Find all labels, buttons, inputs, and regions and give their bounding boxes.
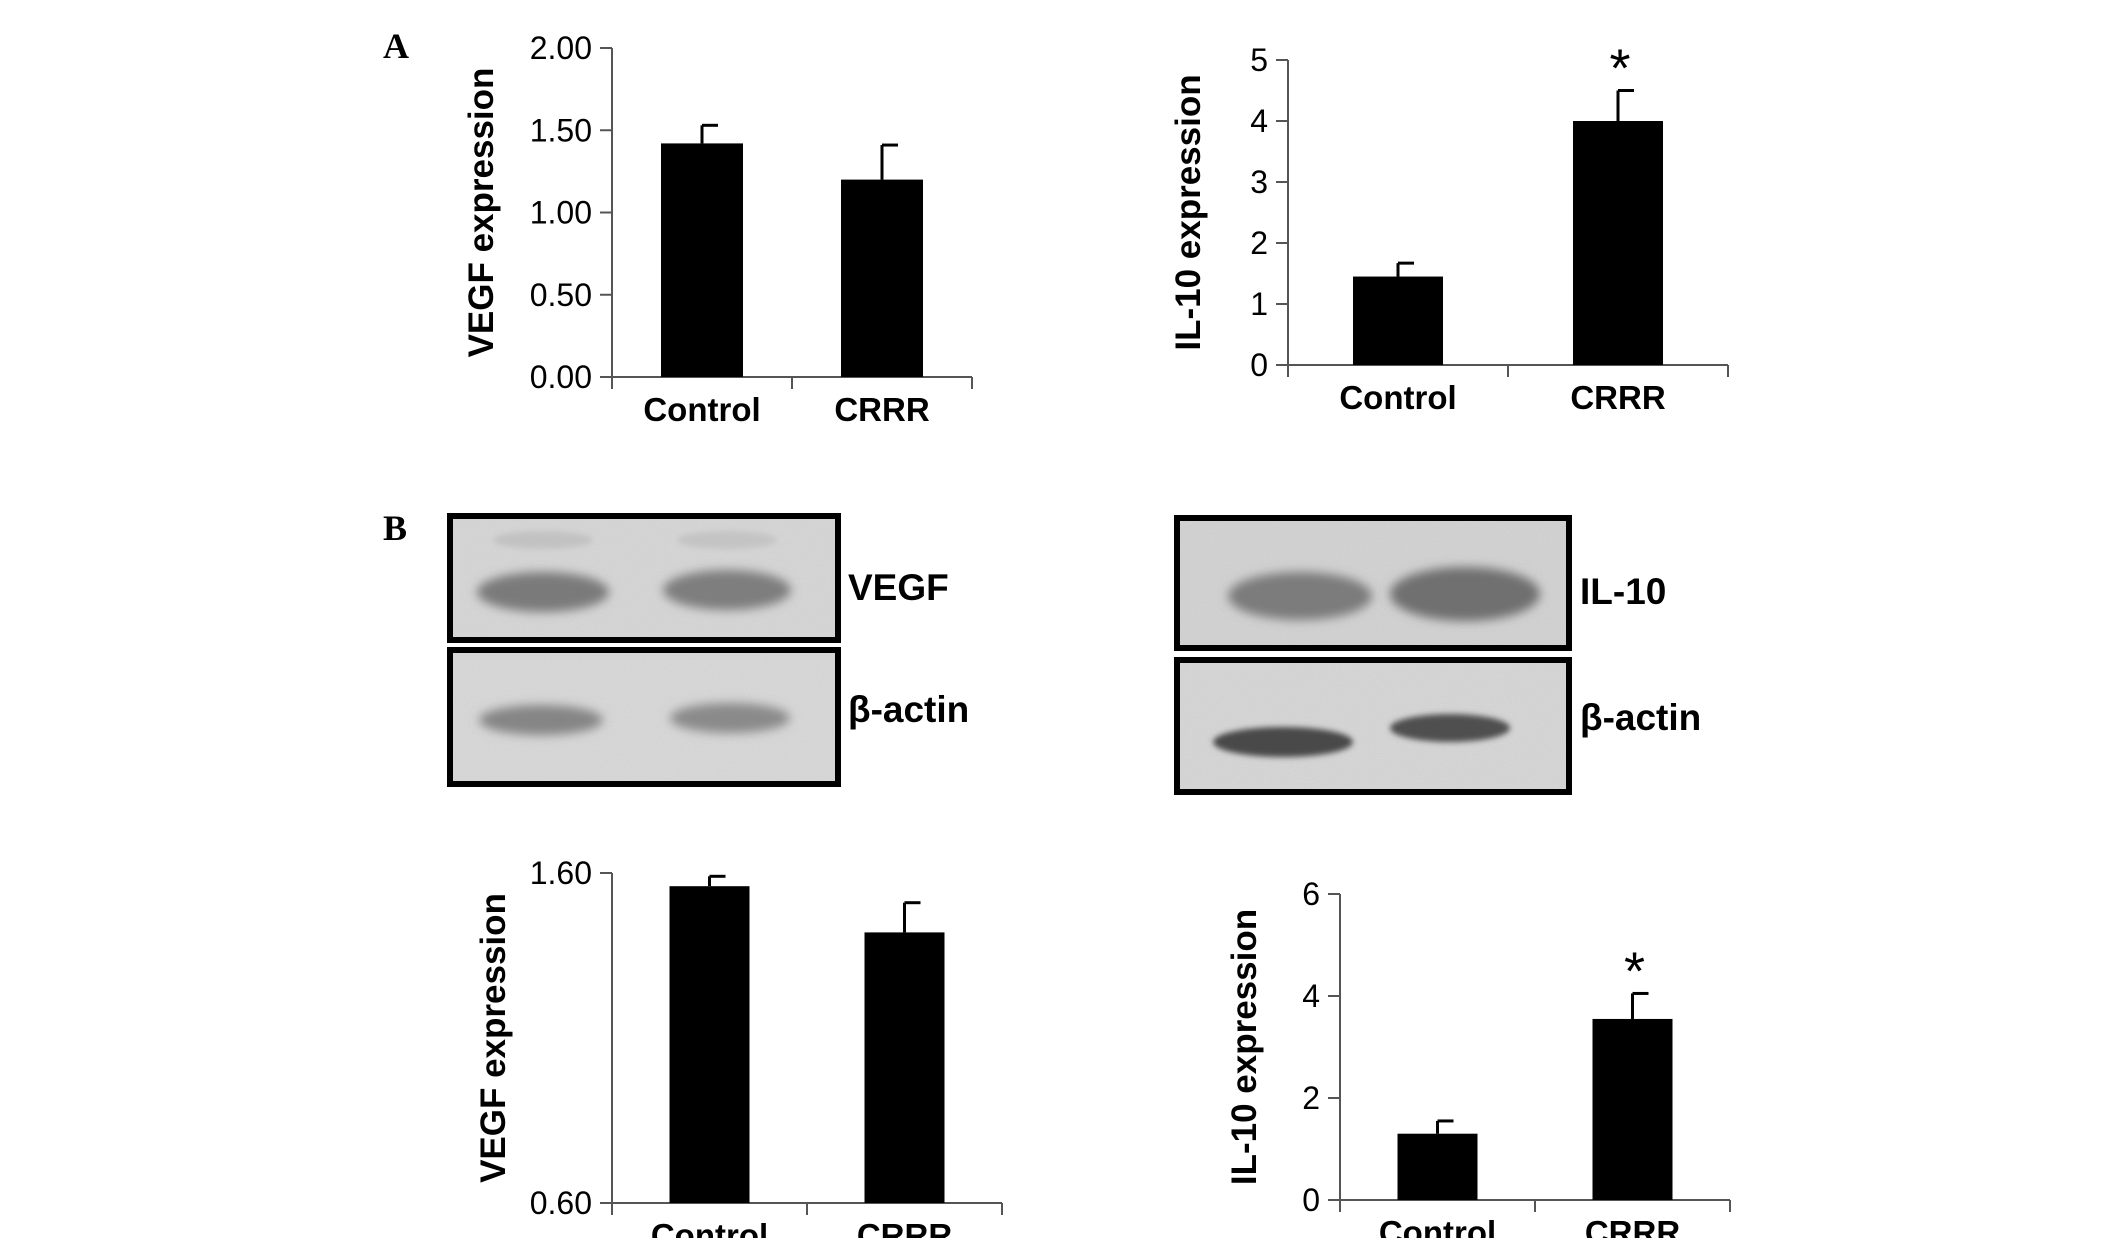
panel-letter-a: A: [383, 26, 409, 66]
y-tick-label: 6: [1302, 876, 1320, 912]
y-axis-label: VEGF expression: [474, 893, 513, 1183]
blot-vegf-target-label: VEGF: [848, 567, 949, 608]
chart-b-il10: 0 2 4 6 Control CRRR * IL-10 expression: [1225, 876, 1731, 1238]
blot-vegf-control-band-crrr: [670, 703, 790, 733]
blot-il10: IL-10 β-actin: [1174, 515, 1701, 795]
bar-control: [1353, 276, 1443, 365]
blot-vegf-target-band-control: [477, 572, 609, 612]
bar-crrr: [864, 932, 945, 1203]
x-category-label: Control: [643, 391, 760, 428]
y-tick-label: 5: [1250, 42, 1268, 78]
y-tick-label: 3: [1250, 164, 1268, 200]
y-tick-label: 2: [1250, 225, 1268, 261]
y-tick-label: 0.00: [530, 359, 592, 395]
panel-letter-b: B: [383, 508, 407, 548]
blot-il10-control-band-control: [1213, 727, 1353, 757]
x-category-label: Control: [1379, 1214, 1496, 1238]
y-axis-label: VEGF expression: [462, 68, 501, 358]
blot-vegf-control-band-control: [479, 705, 603, 735]
x-category-label: CRRR: [1585, 1214, 1680, 1238]
x-category-label: Control: [1339, 379, 1456, 416]
blot-vegf-target-ghost-control: [493, 531, 593, 549]
y-tick-label: 0: [1302, 1182, 1320, 1218]
y-tick-label: 0.50: [530, 277, 592, 313]
bar-crrr: [1592, 1018, 1673, 1200]
blot-vegf-control-label: β-actin: [848, 689, 969, 730]
blot-vegf-target-band-crrr: [663, 570, 791, 610]
y-tick-label: 0: [1250, 347, 1268, 383]
x-category-label: CRRR: [857, 1217, 952, 1238]
bar-crrr: [841, 179, 923, 377]
chart-a-il10: 0 1 2 3 4 5 Control CRRR * IL-10 expression: [1169, 39, 1729, 416]
y-axis-label: IL-10 expression: [1225, 909, 1264, 1185]
y-tick-label: 4: [1250, 103, 1268, 139]
x-category-label: CRRR: [834, 391, 929, 428]
bar-control: [1397, 1133, 1478, 1200]
significance-marker: *: [1624, 941, 1645, 1001]
blot-il10-target-band-crrr: [1390, 567, 1540, 621]
y-tick-label: 1.60: [530, 855, 592, 891]
y-tick-label: 1.50: [530, 112, 592, 148]
x-category-label: CRRR: [1570, 379, 1665, 416]
blot-il10-target-band-control: [1228, 572, 1372, 620]
significance-marker: *: [1609, 39, 1630, 99]
y-tick-label: 2: [1302, 1080, 1320, 1116]
bar-control: [669, 886, 750, 1203]
x-category-label: Control: [651, 1217, 768, 1238]
y-tick-label: 0.60: [530, 1185, 592, 1221]
bar-control: [661, 143, 743, 377]
blot-vegf-target-ghost-crrr: [677, 531, 777, 549]
y-tick-label: 1: [1250, 286, 1268, 322]
y-tick-label: 1.00: [530, 195, 592, 231]
y-tick-label: 2.00: [530, 30, 592, 66]
blot-vegf: VEGF β-actin: [447, 513, 969, 787]
blot-il10-control-band-crrr: [1390, 714, 1510, 742]
y-tick-label: 4: [1302, 978, 1320, 1014]
blot-il10-target-label: IL-10: [1580, 571, 1666, 612]
chart-a-vegf: 0.00 0.50 1.00 1.50 2.00 Control CRRR VEGF expr…: [462, 30, 973, 428]
bar-crrr: [1573, 121, 1663, 365]
chart-b-vegf: 0.60 1.60 Control CRRR VEGF expression: [474, 855, 1003, 1238]
blot-il10-control-label: β-actin: [1580, 697, 1701, 738]
y-axis-label: IL-10 expression: [1169, 74, 1208, 350]
